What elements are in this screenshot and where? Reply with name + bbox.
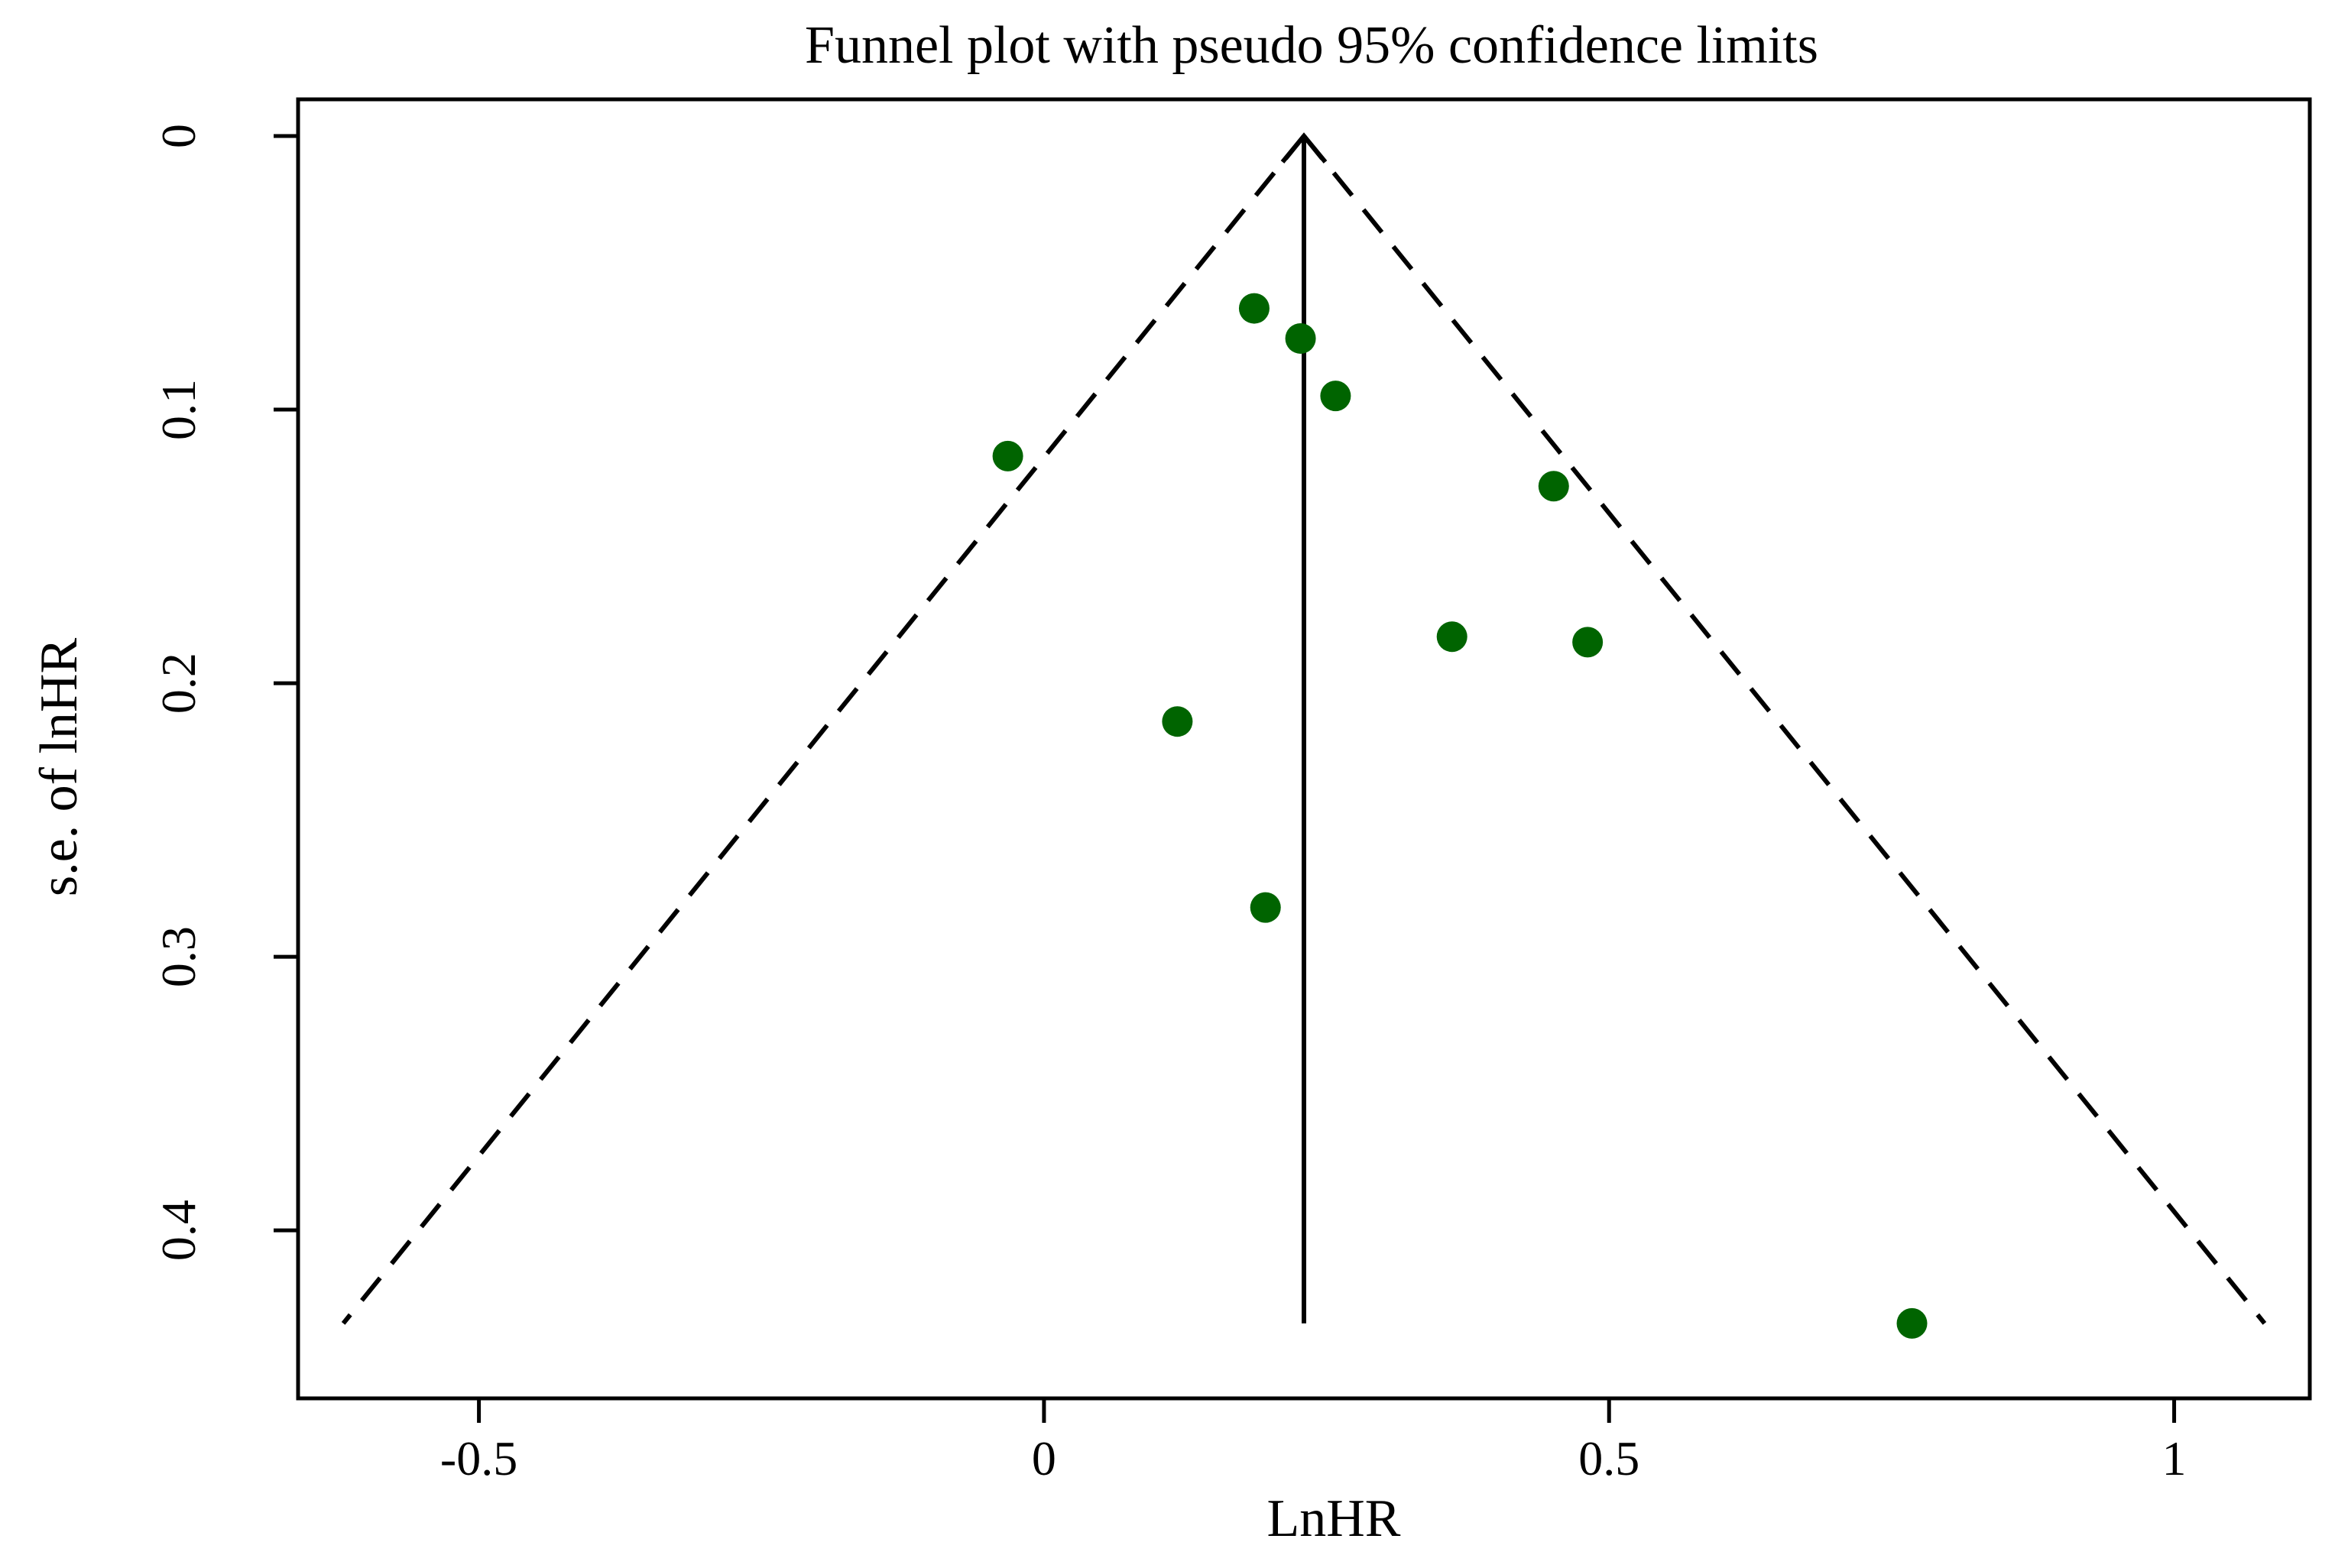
study-point-6 [1436,621,1467,653]
study-point-2 [1285,322,1316,354]
pooled-estimate-arrowhead [1280,132,1328,164]
x-tick-label: 0.5 [1578,1431,1639,1485]
points-layer [992,293,1928,1339]
study-point-4 [992,440,1023,471]
study-point-9 [1250,892,1281,923]
x-tick-label: -0.5 [440,1431,517,1485]
study-point-3 [1320,381,1351,412]
funnel-layer [341,132,2267,1325]
study-point-1 [1238,293,1270,324]
y-tick-label: 0.4 [151,1200,206,1261]
study-point-8 [1162,706,1193,737]
study-point-5 [1538,471,1569,502]
y-tick-label: 0.3 [151,926,206,987]
y-axis: 0 0.1 0.2 0.3 0.4 [151,124,300,1261]
y-tick-label: 0.2 [151,653,206,714]
y-axis-label: s.e. of lnHR [30,638,89,897]
study-point-10 [1896,1307,1928,1339]
x-tick-label: 0 [1032,1431,1056,1485]
funnel-limit-right [1302,134,2267,1325]
funnel-limit-left [341,134,1306,1325]
x-tick-label: 1 [2162,1431,2187,1485]
x-axis-label: LnHR [1267,1489,1401,1548]
chart-title: Funnel plot with pseudo 95% confidence l… [805,16,1818,75]
x-axis: -0.5 0 0.5 1 [440,1396,2187,1485]
y-tick-label: 0 [151,124,206,148]
y-tick-label: 0.1 [151,379,206,440]
study-point-7 [1572,627,1604,658]
